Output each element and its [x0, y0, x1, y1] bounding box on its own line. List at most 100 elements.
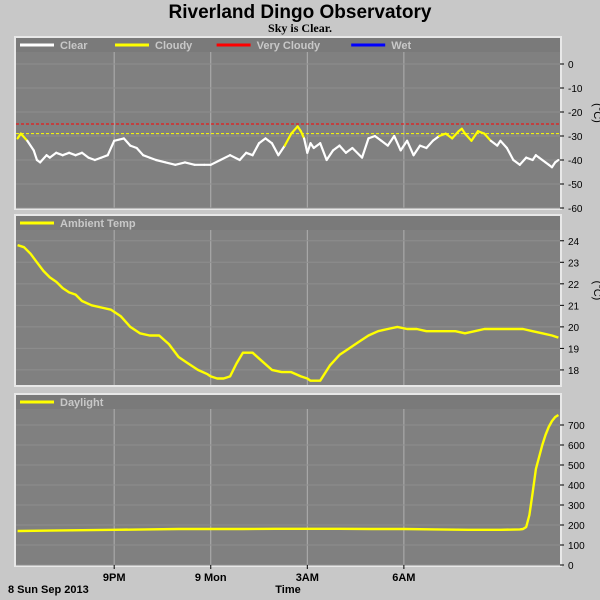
y-tick-label: 0	[568, 561, 574, 572]
sky-temp-segment	[39, 154, 48, 164]
y-tick-label: 22	[568, 280, 580, 291]
x-tick-label: 6AM	[392, 572, 415, 584]
sky-temp-segment	[74, 151, 84, 157]
sky-temp-segment	[154, 158, 167, 164]
sky-temp-segment	[299, 130, 306, 140]
sky-temp-segment	[122, 137, 132, 147]
legend-strip	[16, 395, 560, 409]
sky-temp-segment	[100, 154, 109, 159]
sky-temp-segment	[518, 156, 528, 166]
legend-label: Ambient Temp	[60, 218, 136, 230]
sky-temp-segment	[80, 151, 90, 159]
sky-temp-segment	[183, 161, 196, 166]
sky-temp-segment	[367, 134, 377, 140]
sky-temp-segment	[512, 158, 521, 166]
sky-temp-segment	[344, 146, 354, 154]
sky-temp-segment	[451, 130, 460, 140]
sky-temp-segment	[470, 130, 480, 142]
sky-temp-segment	[257, 137, 267, 145]
sky-temp-segment	[444, 132, 454, 140]
sky-temp-segment	[360, 137, 370, 159]
y-tick-label: 20	[568, 323, 580, 334]
x-tick-label: 9PM	[103, 572, 126, 584]
sky-temp-segment	[425, 139, 434, 150]
daylight-line	[17, 413, 560, 533]
x-tick-label: 3AM	[296, 572, 319, 584]
sky-temp-segment	[264, 137, 274, 145]
legend-label: Clear	[60, 40, 88, 52]
y-tick-label: 21	[568, 301, 580, 312]
sky-temp-segment	[174, 161, 187, 166]
sky-temp-segment	[325, 149, 335, 162]
sky-temp-segment	[554, 158, 560, 164]
sky-temp-segment	[380, 139, 389, 147]
sky-temp-segment	[338, 144, 348, 154]
y-tick-label: 600	[568, 441, 585, 452]
sky-temp-segment	[483, 132, 492, 142]
ambient-temp-panel: 18 19 20 21 22 23 24 (°C) Ambient Temp	[14, 214, 600, 387]
sky-temp-segment	[61, 151, 71, 157]
y-tick-label: -40	[568, 156, 583, 167]
y-tick-label: 700	[568, 421, 585, 432]
sky-temp-segment	[55, 151, 64, 157]
sky-temp-segment	[302, 137, 309, 154]
sky-temp-segment	[386, 134, 396, 147]
x-tick-label: 9 Mon	[195, 572, 227, 584]
sky-temp-segment	[68, 151, 77, 157]
sky-temp-segment	[106, 139, 116, 157]
sky-temp-segment	[228, 154, 241, 162]
sky-temp-segment	[373, 134, 383, 142]
y-tick-label: -50	[568, 180, 583, 191]
sky-temp-segment	[209, 158, 222, 166]
plot-area	[16, 38, 560, 208]
sky-temp-segment	[525, 156, 534, 162]
legend-label: Cloudy	[155, 40, 193, 52]
sky-temp-segment	[431, 134, 441, 142]
sky-temp-segment	[245, 151, 254, 157]
sky-temp-segment	[26, 139, 35, 152]
y-tick-label: 500	[568, 461, 585, 472]
y-tick-label: 24	[568, 237, 580, 248]
y-tick-label: -20	[568, 108, 583, 119]
sky-temp-segment	[505, 146, 515, 162]
sky-temp-segment	[32, 149, 39, 162]
sky-temp-segment	[19, 132, 29, 142]
sky-temp-segment	[399, 139, 409, 152]
sky-temp-segment	[331, 144, 341, 152]
sky-temp-segment	[283, 132, 293, 147]
sky-temp-segment	[277, 144, 286, 157]
y-tick-label: 200	[568, 521, 585, 532]
sky-temp-segment	[412, 144, 422, 157]
y-tick-label: 300	[568, 501, 585, 512]
y-tick-label: 18	[568, 366, 580, 377]
sky-temp-segment	[142, 154, 151, 159]
legend-label: Wet	[391, 40, 411, 52]
y-tick-label: 400	[568, 481, 585, 492]
legend-strip	[16, 216, 560, 230]
sky-temp-segment	[164, 161, 177, 166]
sky-temp-segment	[148, 156, 158, 162]
sky-temp-segment	[351, 146, 364, 159]
y-tick-label: 23	[568, 258, 580, 269]
sky-temp-segment	[135, 146, 145, 157]
x-axis-label: Time	[275, 584, 300, 596]
sky-temp-segment	[87, 156, 96, 162]
sky-temp-segment	[270, 142, 280, 157]
y-tick-label: -30	[568, 132, 583, 143]
plot-area	[16, 216, 560, 385]
sky-temp-segment	[418, 144, 428, 150]
legend-label: Daylight	[60, 397, 104, 409]
sky-temp-segment	[476, 130, 486, 135]
sky-temp-segment	[251, 142, 261, 157]
sky-temp-segment	[306, 142, 312, 154]
y-tick-label: 0	[568, 60, 574, 71]
sky-temp-segment	[319, 142, 328, 162]
plot-area	[16, 395, 560, 565]
sky-temp-segment	[393, 134, 402, 152]
daylight-panel: 0 100 200 300 400 500 600 700 Daylight	[14, 393, 585, 572]
page-title: Riverland Dingo Observatory	[169, 2, 432, 23]
ambient-temp-line	[17, 243, 559, 382]
sky-temp-segment	[93, 156, 103, 162]
